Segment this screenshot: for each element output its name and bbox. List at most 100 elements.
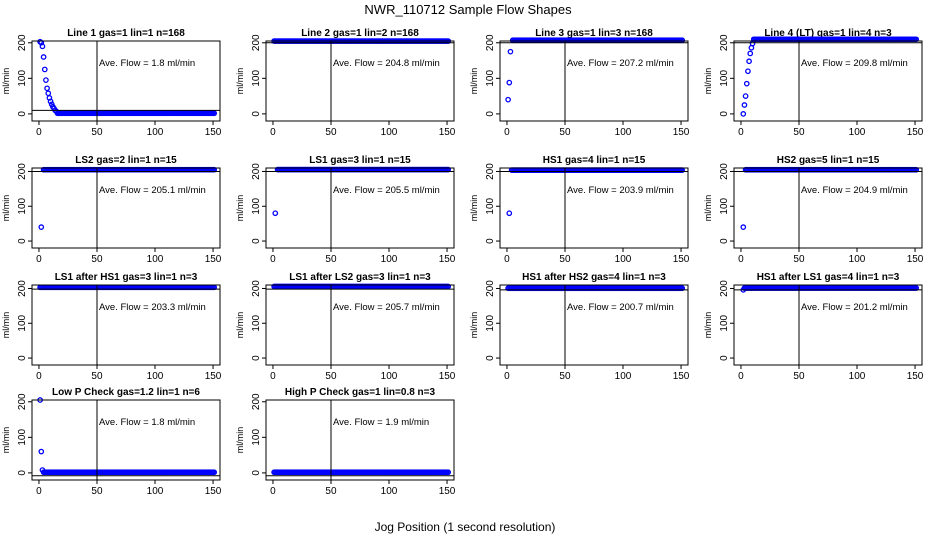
y-tick-label: 0 <box>485 111 496 117</box>
y-tick-label: 0 <box>251 238 262 244</box>
data-point <box>740 111 747 117</box>
x-tick-label: 150 <box>439 486 456 497</box>
data-points <box>740 285 920 293</box>
y-axis-label: ml/min <box>1 68 11 95</box>
data-point <box>38 448 45 455</box>
y-axis-label: ml/min <box>1 427 11 454</box>
x-tick-label: 100 <box>849 371 866 382</box>
data-points <box>740 36 920 117</box>
panel-title: HS1 gas=4 lin=1 n=15 <box>543 155 646 166</box>
x-tick-label: 150 <box>205 127 222 138</box>
y-tick-label: 100 <box>17 314 28 331</box>
data-point <box>272 210 279 217</box>
x-tick-label: 50 <box>793 127 805 138</box>
x-tick-label: 50 <box>325 486 337 497</box>
y-axis-label: ml/min <box>235 195 245 222</box>
data-points <box>271 469 452 476</box>
data-point <box>745 68 751 75</box>
panel-title: High P Check gas=1 lin=0.8 n=3 <box>285 387 436 398</box>
panel-title: Line 4 (LT) gas=1 lin=4 n=3 <box>764 28 892 39</box>
data-point <box>40 54 47 60</box>
panel-title: LS1 after LS2 gas=3 lin=1 n=3 <box>289 272 431 283</box>
data-points <box>37 38 218 117</box>
plot-box <box>265 399 455 481</box>
average-flow-annotation: Ave. Flow = 200.7 ml/min <box>567 302 674 313</box>
average-flow-annotation: Ave. Flow = 207.2 ml/min <box>567 58 674 69</box>
y-tick-label: 200 <box>17 163 28 180</box>
x-tick-label: 100 <box>615 254 632 265</box>
data-point <box>37 38 43 45</box>
plot-box <box>733 167 923 249</box>
x-tick-label: 50 <box>325 254 337 265</box>
average-flow-annotation: Ave. Flow = 209.8 ml/min <box>801 58 908 69</box>
panel: Line 1 gas=1 lin=1 n=168 0 50 100 150 0 100 200… <box>1 28 222 138</box>
x-tick-label: 100 <box>147 486 164 497</box>
data-point <box>47 98 54 105</box>
data-point <box>506 210 513 217</box>
y-axis-label: ml/min <box>703 68 713 95</box>
average-flow-annotation: Ave. Flow = 1.9 ml/min <box>333 417 429 428</box>
y-axis-label: ml/min <box>703 195 713 222</box>
y-tick-label: 0 <box>17 238 28 244</box>
data-point <box>506 79 513 86</box>
panel: Line 3 gas=1 lin=3 n=168 0 50 100 150 0 100 200… <box>469 28 690 138</box>
average-flow-annotation: Ave. Flow = 203.9 ml/min <box>567 185 674 196</box>
x-tick-label: 50 <box>793 371 805 382</box>
data-point <box>211 469 218 476</box>
x-tick-label: 150 <box>439 127 456 138</box>
data-point <box>44 85 50 92</box>
y-tick-label: 100 <box>485 197 496 214</box>
plot-box <box>265 167 455 249</box>
y-tick-label: 200 <box>485 34 496 51</box>
panels-grid: Line 1 gas=1 lin=1 n=168 0 50 100 150 0 100 200… <box>1 28 924 497</box>
x-tick-label: 0 <box>36 486 42 497</box>
data-points <box>505 37 686 103</box>
panel: HS2 gas=5 lin=1 n=15 0 50 100 150 0 100 200 ml/m… <box>703 155 924 265</box>
data-point <box>742 93 749 99</box>
y-tick-label: 0 <box>251 470 262 476</box>
data-point <box>45 90 52 97</box>
data-point <box>743 80 750 87</box>
y-tick-label: 0 <box>719 111 730 117</box>
panel-title: HS1 after HS2 gas=4 lin=1 n=3 <box>522 272 666 283</box>
x-tick-label: 100 <box>147 254 164 265</box>
x-tick-label: 150 <box>439 371 456 382</box>
data-point <box>747 50 754 57</box>
panel: HS1 after HS2 gas=4 lin=1 n=3 0 50 100 150 0 1… <box>469 272 690 382</box>
x-tick-label: 150 <box>907 254 924 265</box>
data-point <box>211 110 218 117</box>
average-flow-annotation: Ave. Flow = 1.8 ml/min <box>99 58 195 69</box>
x-tick-label: 150 <box>205 371 222 382</box>
plot-box <box>499 40 689 122</box>
y-axis-label: ml/min <box>703 312 713 339</box>
data-point <box>746 58 752 65</box>
x-tick-label: 50 <box>91 127 103 138</box>
panel: LS2 gas=2 lin=1 n=15 0 50 100 150 0 100 200 ml/m… <box>1 155 222 265</box>
y-tick-label: 100 <box>719 314 730 331</box>
x-tick-label: 150 <box>205 486 222 497</box>
y-tick-label: 200 <box>251 393 262 410</box>
y-tick-label: 0 <box>17 355 28 361</box>
plot-box <box>733 40 923 122</box>
x-tick-label: 0 <box>270 127 276 138</box>
y-tick-label: 200 <box>17 393 28 410</box>
figure-title: NWR_110712 Sample Flow Shapes <box>364 2 572 17</box>
x-tick-label: 150 <box>907 371 924 382</box>
x-tick-label: 0 <box>270 486 276 497</box>
y-tick-label: 0 <box>485 238 496 244</box>
x-tick-label: 50 <box>793 254 805 265</box>
y-tick-label: 0 <box>17 111 28 117</box>
x-tick-label: 0 <box>270 254 276 265</box>
y-tick-label: 100 <box>485 314 496 331</box>
y-axis-label: ml/min <box>469 68 479 95</box>
y-tick-label: 100 <box>251 314 262 331</box>
data-point <box>43 77 49 83</box>
x-tick-label: 50 <box>325 127 337 138</box>
plot-box <box>733 284 923 366</box>
y-tick-label: 0 <box>485 355 496 361</box>
y-tick-label: 100 <box>17 197 28 214</box>
y-axis-label: ml/min <box>235 68 245 95</box>
y-tick-label: 200 <box>719 163 730 180</box>
x-tick-label: 150 <box>673 127 690 138</box>
y-axis-label: ml/min <box>469 312 479 339</box>
